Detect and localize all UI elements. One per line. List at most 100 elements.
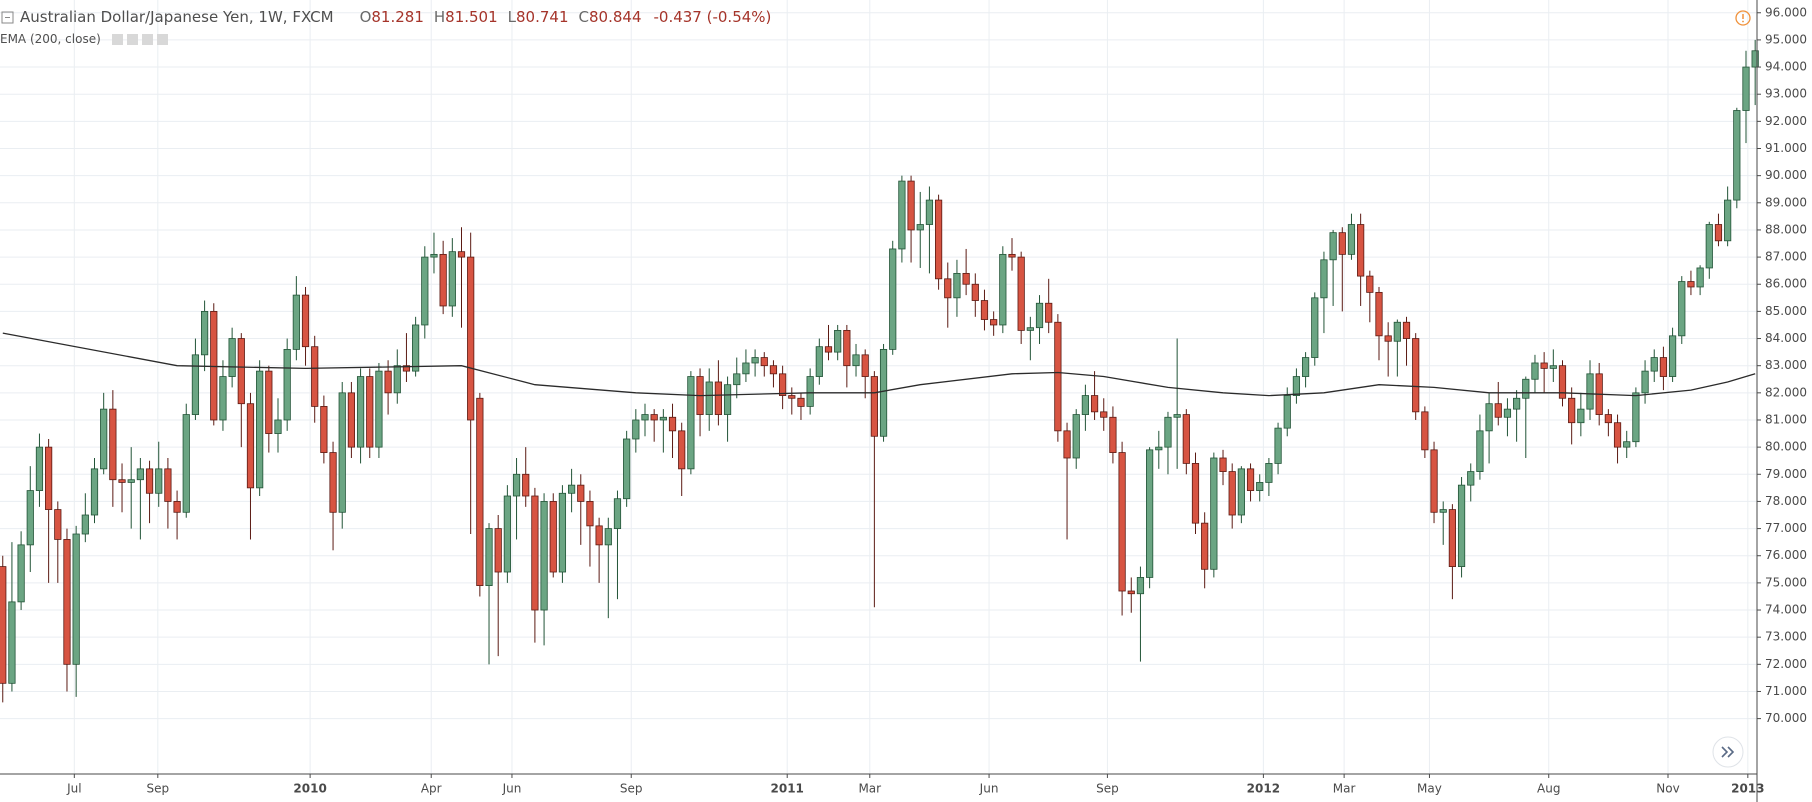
ohlc-value: 80.741 bbox=[516, 8, 569, 26]
candle-body bbox=[1210, 457, 1218, 570]
candle-body bbox=[1228, 471, 1236, 516]
candle-body bbox=[72, 533, 80, 665]
indicator-controls bbox=[112, 34, 168, 45]
candle-body bbox=[1357, 224, 1365, 277]
candle-body bbox=[338, 392, 346, 513]
grid bbox=[0, 0, 1757, 774]
candle-body bbox=[347, 392, 356, 448]
candle-body bbox=[907, 180, 915, 231]
candle-body bbox=[1485, 403, 1493, 432]
candle-body bbox=[0, 566, 7, 684]
candle-body bbox=[1604, 414, 1612, 424]
candle-body bbox=[1393, 321, 1401, 342]
candle-body bbox=[678, 430, 686, 470]
candle-body bbox=[237, 338, 245, 405]
candle-body bbox=[127, 479, 135, 483]
y-tick-label: 85.000 bbox=[1765, 304, 1807, 318]
candle-body bbox=[301, 294, 310, 348]
y-tick-label: 96.000 bbox=[1765, 5, 1807, 19]
candle-body bbox=[512, 473, 521, 497]
y-tick-label: 70.000 bbox=[1765, 711, 1807, 725]
candle-body bbox=[1081, 395, 1089, 415]
candle-body bbox=[90, 468, 99, 516]
candle-body bbox=[182, 414, 190, 513]
candle-body bbox=[1696, 267, 1704, 288]
candle-body bbox=[1742, 66, 1750, 111]
candle-body bbox=[228, 338, 236, 377]
candle-body bbox=[1641, 370, 1649, 394]
candle-body bbox=[1448, 509, 1456, 567]
x-tick-label: 2013 bbox=[1731, 782, 1764, 796]
ohlc-label: H bbox=[433, 8, 446, 26]
candle-body bbox=[558, 492, 567, 573]
candle-body bbox=[1513, 397, 1521, 410]
y-tick-label: 86.000 bbox=[1765, 277, 1807, 291]
x-tick-label: Mar bbox=[1333, 782, 1356, 796]
indicator-button[interactable] bbox=[127, 34, 138, 45]
candle-body bbox=[1632, 392, 1640, 443]
candle-body bbox=[256, 370, 264, 489]
indicator-button[interactable] bbox=[112, 34, 123, 45]
candle-body bbox=[17, 544, 25, 603]
candle-body bbox=[1751, 50, 1759, 68]
candle-body bbox=[990, 319, 998, 326]
candle-body bbox=[1375, 291, 1383, 337]
x-tick-label: Sep bbox=[1096, 782, 1119, 796]
candle-body bbox=[889, 248, 897, 350]
candle-body bbox=[650, 414, 658, 421]
candle-body bbox=[1678, 281, 1686, 337]
ohlc-values: O81.281 H81.501 L80.741 C80.844 bbox=[350, 8, 642, 26]
price-change: -0.437 (-0.54%) bbox=[653, 8, 772, 26]
x-tick-label: 2011 bbox=[771, 782, 804, 796]
candle-body bbox=[723, 384, 732, 415]
candle-body bbox=[760, 357, 768, 367]
candle-body bbox=[136, 468, 144, 481]
candle-body bbox=[1531, 362, 1539, 380]
candle-body bbox=[861, 354, 869, 377]
candle-body bbox=[503, 495, 511, 573]
collapse-button[interactable] bbox=[1, 11, 14, 24]
y-tick-label: 84.000 bbox=[1765, 331, 1807, 345]
y-tick-label: 94.000 bbox=[1765, 60, 1807, 74]
indicator-button[interactable] bbox=[142, 34, 153, 45]
candle-body bbox=[577, 484, 585, 502]
candle-body bbox=[1503, 408, 1512, 418]
candle-body bbox=[540, 501, 548, 611]
y-tick-label: 72.000 bbox=[1765, 657, 1807, 671]
candle-body bbox=[623, 438, 631, 500]
candle-body bbox=[595, 525, 603, 546]
candle-body bbox=[1127, 590, 1135, 595]
candle-body bbox=[1301, 357, 1310, 377]
candle-body bbox=[925, 199, 934, 225]
ohlc-label: O bbox=[359, 8, 372, 26]
x-tick-label: Sep bbox=[146, 782, 169, 796]
candle-body bbox=[1402, 321, 1411, 339]
candle-body bbox=[1146, 449, 1154, 578]
ema-line bbox=[2, 332, 1756, 397]
candle-body bbox=[356, 376, 365, 448]
candle-body bbox=[1577, 408, 1585, 424]
candle-body bbox=[219, 376, 227, 421]
candle-body bbox=[320, 406, 328, 453]
alert-icon[interactable] bbox=[1735, 10, 1751, 26]
y-tick-label: 92.000 bbox=[1765, 114, 1807, 128]
ohlc-value: 81.501 bbox=[445, 8, 498, 26]
candle-body bbox=[1182, 414, 1190, 464]
x-tick-label: Sep bbox=[620, 782, 643, 796]
candle-body bbox=[118, 479, 126, 483]
candle-body bbox=[1421, 411, 1429, 451]
candle-body bbox=[366, 376, 374, 448]
indicator-button[interactable] bbox=[157, 34, 168, 45]
candle-body bbox=[815, 346, 823, 377]
candle-body bbox=[1100, 411, 1108, 418]
candle-body bbox=[999, 253, 1007, 326]
candle-body bbox=[1384, 335, 1392, 342]
x-tick-label: 2010 bbox=[293, 782, 326, 796]
candle-body bbox=[1568, 397, 1576, 424]
candle-body bbox=[779, 373, 787, 396]
legend-header: Australian Dollar/Japanese Yen, 1W, FXCM… bbox=[20, 8, 771, 26]
candle-body bbox=[191, 354, 200, 415]
candle-body bbox=[806, 376, 814, 407]
candle-body bbox=[246, 403, 255, 489]
candle-body bbox=[613, 498, 622, 529]
